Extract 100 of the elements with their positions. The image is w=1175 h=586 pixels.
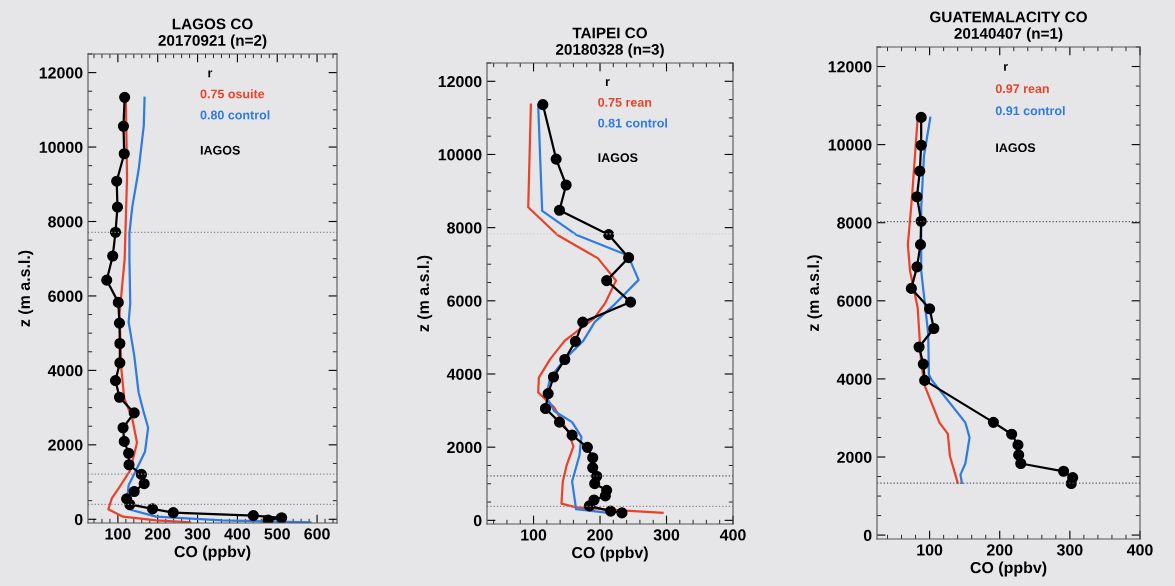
legend-title: r	[208, 70, 213, 78]
x-tick-label: 300	[184, 528, 211, 540]
point	[623, 252, 635, 264]
point	[118, 435, 130, 447]
point	[1012, 439, 1024, 451]
point	[914, 239, 927, 251]
y-tick-label: 8000	[447, 222, 482, 234]
y-tick-label: 12000	[39, 67, 83, 79]
x-tick-label: 400	[1126, 544, 1153, 556]
text: 0.80 control	[200, 110, 270, 120]
text: 0.75 osuite	[200, 89, 265, 99]
point	[924, 303, 936, 315]
point	[146, 503, 159, 515]
text: IAGOS	[200, 145, 240, 155]
y-axis-title: z (m a.s.l.)	[18, 250, 34, 327]
y-tick-label: 0	[473, 514, 482, 527]
point	[589, 478, 601, 490]
text: 0.81 control	[598, 118, 667, 128]
point	[118, 148, 130, 160]
point	[539, 402, 552, 415]
y-tick-label: 10000	[39, 141, 83, 153]
point	[547, 371, 560, 383]
point	[123, 447, 135, 459]
point	[583, 500, 595, 512]
point	[117, 422, 129, 434]
point	[123, 459, 135, 471]
y-tick-label: 8000	[837, 217, 872, 229]
x-tick-label: 300	[653, 529, 680, 541]
y-tick-label: 4000	[446, 368, 482, 380]
y-tick-label: 12000	[438, 75, 482, 88]
point	[113, 391, 126, 403]
y-tick-label: 10000	[438, 149, 482, 161]
x-axis-title: CO (ppbv)	[572, 546, 648, 562]
legend-title: r	[605, 79, 610, 86]
point	[167, 507, 179, 519]
text: 0.75 rean	[598, 97, 652, 107]
y-tick-label: 2000	[447, 441, 482, 454]
text: IAGOS	[996, 143, 1036, 153]
y-axis-title: z (m a.s.l.)	[417, 255, 433, 332]
point	[911, 261, 923, 273]
y-tick-label: 4000	[836, 373, 872, 385]
point	[928, 322, 940, 335]
point	[114, 357, 126, 369]
x-tick-label: 300	[1056, 544, 1083, 556]
point	[119, 91, 131, 103]
point	[587, 462, 599, 474]
point	[905, 282, 917, 294]
point	[559, 353, 571, 366]
point	[913, 341, 925, 353]
point	[560, 179, 572, 191]
point	[587, 452, 599, 464]
point	[109, 226, 122, 238]
point	[605, 505, 617, 517]
point	[917, 358, 929, 370]
point	[111, 201, 124, 213]
point	[625, 296, 637, 308]
point	[542, 388, 554, 400]
point	[114, 337, 126, 350]
point	[601, 275, 613, 287]
x-tick-label: 100	[917, 544, 943, 556]
y-tick-label: 0	[863, 529, 872, 542]
point	[138, 478, 150, 490]
point	[1057, 465, 1070, 477]
x-tick-label: 200	[587, 529, 613, 541]
point	[599, 490, 611, 502]
point	[113, 317, 126, 329]
point	[537, 99, 549, 111]
point	[1015, 457, 1027, 470]
chart-title: TAIPEI CO 20180328 (n=3)	[555, 27, 664, 58]
y-tick-label: 6000	[48, 290, 83, 302]
x-tick-label: 100	[105, 528, 131, 540]
chart-title: GUATEMALACITY CO 20140407 (n=1)	[930, 11, 1087, 42]
point	[915, 139, 927, 151]
y-tick-label: 8000	[48, 216, 83, 228]
point	[550, 153, 562, 165]
point	[124, 498, 136, 511]
x-tick-label: 400	[224, 528, 251, 540]
point	[128, 407, 140, 419]
point	[101, 274, 113, 286]
point	[569, 335, 581, 347]
point	[911, 191, 923, 203]
text: 0.91 control	[995, 106, 1065, 116]
y-tick-label: 10000	[828, 139, 872, 151]
y-tick-label: 4000	[47, 365, 83, 377]
point	[987, 416, 999, 428]
y-tick-label: 0	[74, 513, 83, 526]
text: 0.97 rean	[995, 84, 1049, 94]
point	[553, 204, 566, 216]
y-axis-title: z (m a.s.l.)	[807, 255, 823, 331]
point	[276, 512, 288, 523]
x-tick-label: 400	[719, 529, 746, 541]
y-tick-label: 12000	[828, 61, 872, 73]
point	[616, 507, 628, 519]
point	[262, 514, 274, 523]
point	[577, 316, 589, 328]
point	[107, 250, 119, 262]
point	[915, 111, 927, 123]
x-tick-label: 100	[521, 529, 547, 541]
y-tick-label: 6000	[447, 295, 482, 307]
x-tick-label: 200	[144, 528, 171, 540]
